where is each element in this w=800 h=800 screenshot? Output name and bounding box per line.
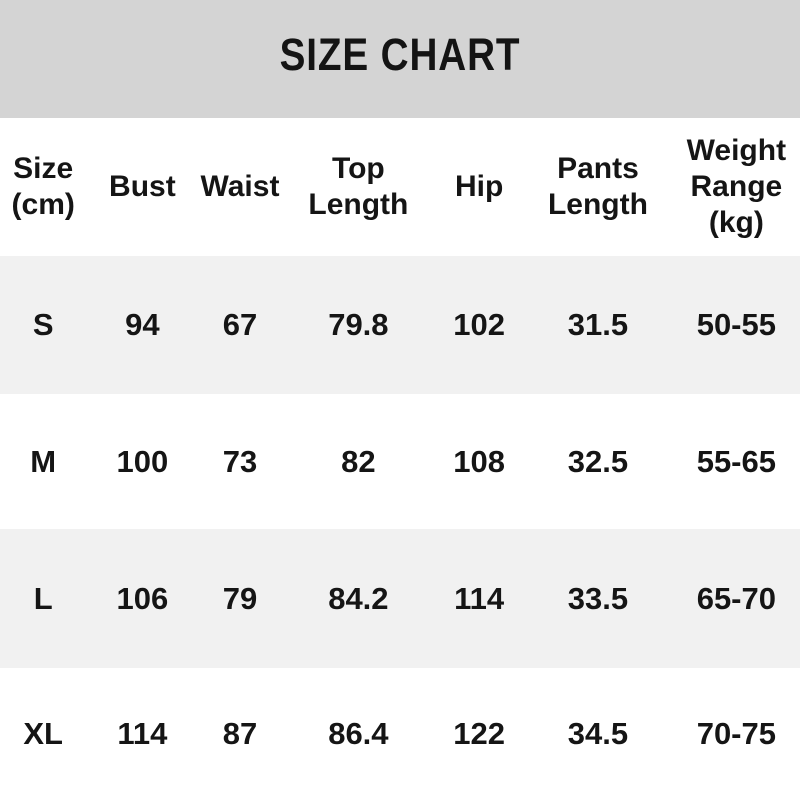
cell-waist: 67 <box>222 307 258 342</box>
cell-weight-range: 70-75 <box>696 716 776 751</box>
table-row-s: S 94 67 79.8 102 31.5 50-55 <box>0 256 800 394</box>
size-table: Size (cm) Bust Waist Top Length Hip Pant… <box>0 118 800 800</box>
cell-weight-range: 50-55 <box>696 307 776 342</box>
table-row-m: M 100 73 82 108 32.5 55-65 <box>0 394 800 529</box>
page-title: SIZE CHART <box>279 29 521 80</box>
cell-hip: 102 <box>453 307 506 342</box>
table-header-row: Size (cm) Bust Waist Top Length Hip Pant… <box>0 118 800 256</box>
table-row-l: L 106 79 84.2 114 33.5 65-70 <box>0 529 800 668</box>
header-top-length: Top Length <box>308 152 409 221</box>
header-bust: Bust <box>109 170 176 203</box>
cell-pants-length: 31.5 <box>567 307 629 342</box>
cell-weight-range: 65-70 <box>696 580 776 616</box>
cell-hip: 114 <box>454 580 505 616</box>
header-hip: Hip <box>455 170 504 203</box>
cell-size: XL <box>23 716 63 751</box>
header-pants-length: Pants Length <box>547 152 648 221</box>
cell-top-length: 82 <box>341 443 376 479</box>
cell-hip: 122 <box>453 716 506 751</box>
cell-top-length: 79.8 <box>328 307 389 342</box>
cell-top-length: 86.4 <box>328 716 389 751</box>
header-size: Size (cm) <box>11 152 75 221</box>
cell-pants-length: 34.5 <box>567 716 629 751</box>
cell-size: M <box>30 443 57 479</box>
cell-size: L <box>33 580 53 616</box>
cell-weight-range: 55-65 <box>696 443 776 479</box>
header-waist: Waist <box>200 170 280 203</box>
cell-waist: 73 <box>222 443 258 479</box>
table-row-xl: XL 114 87 86.4 122 34.5 70-75 <box>0 668 800 800</box>
cell-size: S <box>32 307 54 342</box>
cell-waist: 79 <box>222 580 258 616</box>
cell-top-length: 84.2 <box>328 580 389 616</box>
cell-hip: 108 <box>453 443 506 479</box>
cell-pants-length: 33.5 <box>567 580 629 616</box>
cell-bust: 114 <box>117 716 168 751</box>
size-chart-banner: SIZE CHART <box>0 0 800 118</box>
header-weight-range: Weight Range (kg) <box>686 134 787 239</box>
cell-bust: 106 <box>116 580 169 616</box>
cell-bust: 94 <box>125 307 160 342</box>
cell-pants-length: 32.5 <box>567 443 629 479</box>
cell-bust: 100 <box>116 443 169 479</box>
cell-waist: 87 <box>222 716 258 751</box>
